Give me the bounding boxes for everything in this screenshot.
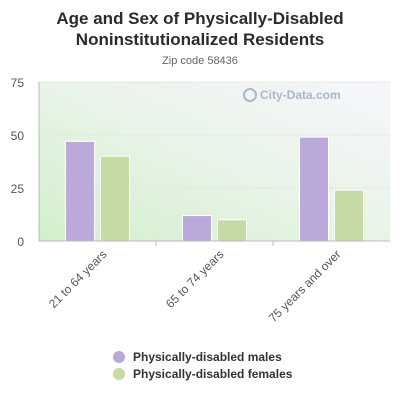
bar-females xyxy=(100,155,130,242)
watermark-icon xyxy=(243,88,257,102)
x-tick-label: 21 to 64 years xyxy=(46,247,110,311)
x-tick-label: 65 to 74 years xyxy=(163,247,227,311)
plot-area xyxy=(39,82,390,241)
legend-swatch-males xyxy=(113,351,125,363)
watermark-text: City-Data.com xyxy=(260,88,341,102)
y-tick-label: 75 xyxy=(11,76,25,90)
y-tick-label: 25 xyxy=(11,182,25,196)
legend: Physically-disabled males Physically-dis… xyxy=(113,349,292,383)
legend-label-males: Physically-disabled males xyxy=(133,350,282,364)
legend-swatch-females xyxy=(113,368,125,380)
x-tick-label: 75 years and over xyxy=(266,247,344,325)
y-tick-label: 50 xyxy=(11,129,25,143)
watermark: City-Data.com xyxy=(243,88,341,102)
y-tick-label: 0 xyxy=(17,235,24,249)
legend-item-females: Physically-disabled females xyxy=(113,366,292,382)
legend-item-males: Physically-disabled males xyxy=(113,349,292,365)
bar-females xyxy=(217,219,247,242)
bar-males xyxy=(299,136,329,242)
bar-males xyxy=(65,140,95,242)
chart-subtitle: Zip code 58436 xyxy=(162,55,238,67)
chart-title: Age and Sex of Physically-Disabled Nonin… xyxy=(56,9,344,49)
bar-females xyxy=(334,189,364,242)
bar-males xyxy=(182,215,212,242)
legend-label-females: Physically-disabled females xyxy=(133,367,293,381)
